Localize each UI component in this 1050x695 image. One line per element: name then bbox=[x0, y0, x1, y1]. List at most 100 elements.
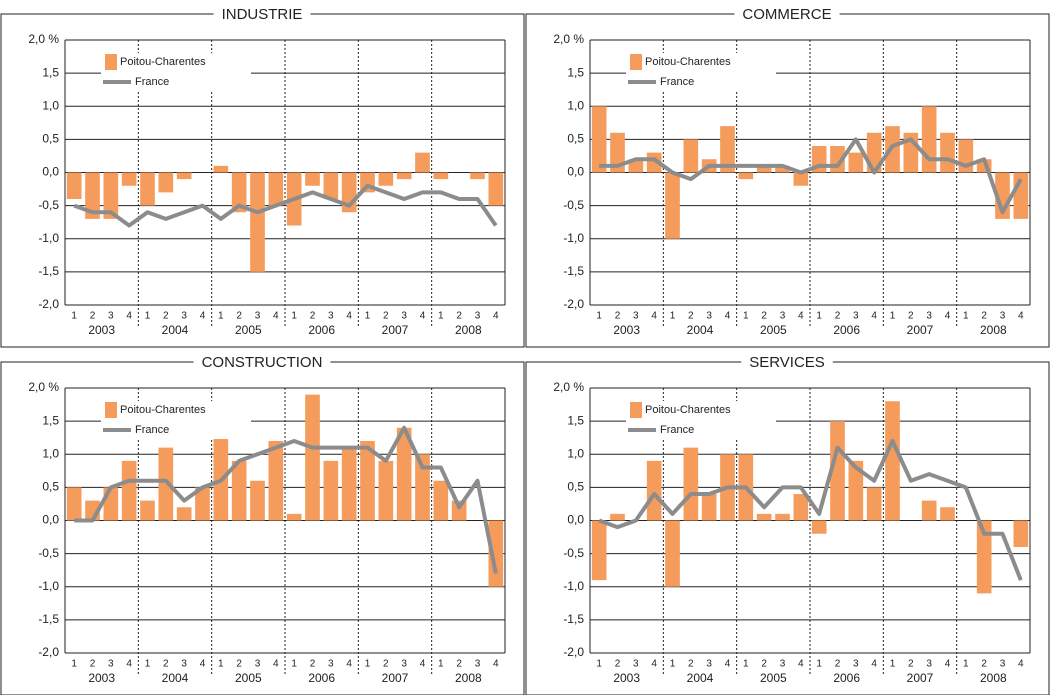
y-tick-label: 1,5 bbox=[42, 413, 59, 427]
x-tick-label: 3 bbox=[475, 311, 481, 322]
y-tick-label: -1,0 bbox=[563, 579, 584, 593]
bar bbox=[470, 172, 485, 180]
y-tick-label: -1,0 bbox=[563, 231, 584, 245]
x-tick-label: 1 bbox=[596, 659, 602, 670]
title-background bbox=[741, 351, 833, 373]
bar bbox=[195, 487, 210, 521]
legend-label: France bbox=[135, 424, 169, 436]
bar bbox=[103, 487, 119, 521]
x-tick-label: 1 bbox=[670, 311, 676, 322]
x-tick-label: 2 bbox=[456, 659, 462, 670]
bar bbox=[140, 172, 155, 206]
x-tick-label: 4 bbox=[725, 659, 731, 670]
bar bbox=[121, 172, 137, 186]
x-tick-label: 4 bbox=[420, 659, 426, 670]
bar bbox=[1013, 520, 1029, 547]
bar bbox=[793, 172, 809, 186]
bar bbox=[488, 520, 504, 587]
x-tick-label: 3 bbox=[926, 659, 932, 670]
legend-background bbox=[101, 53, 251, 91]
bar bbox=[250, 480, 265, 521]
legend-label: Poitou-Charentes bbox=[645, 404, 731, 416]
y-tick-label: 2,0 % bbox=[28, 32, 59, 46]
legend-background bbox=[626, 401, 776, 439]
y-tick-label: -0,5 bbox=[38, 546, 59, 560]
bar bbox=[268, 172, 284, 206]
x-group-label: 2005 bbox=[235, 323, 262, 337]
x-tick-label: 3 bbox=[780, 659, 786, 670]
bar bbox=[231, 172, 247, 213]
x-tick-label: 3 bbox=[255, 659, 261, 670]
line-series bbox=[74, 425, 498, 574]
y-tick-label: 1,0 bbox=[567, 98, 584, 112]
x-tick-label: 2 bbox=[383, 311, 389, 322]
bar bbox=[940, 132, 955, 173]
x-tick-label: 4 bbox=[273, 311, 279, 322]
bar bbox=[433, 480, 449, 521]
y-tick-label: -0,5 bbox=[563, 198, 584, 212]
y-tick-label: 1,0 bbox=[42, 98, 59, 112]
bar bbox=[775, 165, 790, 173]
bar bbox=[176, 507, 192, 521]
bar bbox=[176, 172, 192, 180]
x-tick-label: 2 bbox=[236, 311, 242, 322]
x-group-label: 2003 bbox=[88, 671, 115, 685]
bar bbox=[866, 487, 882, 521]
x-tick-label: 3 bbox=[633, 659, 639, 670]
bar bbox=[811, 520, 827, 534]
x-tick-label: 4 bbox=[420, 311, 426, 322]
y-tick-label: -0,5 bbox=[563, 546, 584, 560]
x-tick-label: 3 bbox=[1000, 311, 1006, 322]
x-tick-label: 1 bbox=[596, 311, 602, 322]
x-tick-label: 1 bbox=[438, 659, 444, 670]
x-group-label: 2003 bbox=[88, 323, 115, 337]
bar bbox=[268, 441, 284, 521]
x-tick-label: 4 bbox=[346, 659, 352, 670]
bar bbox=[848, 152, 864, 173]
legend-label: France bbox=[660, 76, 694, 88]
bar bbox=[976, 520, 992, 594]
y-tick-label: -2,0 bbox=[563, 297, 584, 311]
bar bbox=[591, 106, 607, 173]
y-tick-label: -1,0 bbox=[38, 231, 59, 245]
bar bbox=[378, 460, 394, 521]
y-tick-label: 1,5 bbox=[567, 413, 584, 427]
y-tick-label: 2,0 % bbox=[553, 380, 584, 394]
legend-swatch bbox=[105, 402, 117, 418]
x-tick-label: 2 bbox=[981, 659, 987, 670]
x-group-label: 2005 bbox=[235, 671, 262, 685]
bar bbox=[720, 126, 735, 173]
x-tick-label: 4 bbox=[273, 659, 279, 670]
bar bbox=[378, 172, 394, 186]
legend-label: Poitou-Charentes bbox=[120, 56, 206, 68]
x-tick-label: 2 bbox=[310, 659, 316, 670]
y-tick-label: 0,0 bbox=[567, 513, 584, 527]
y-tick-label: 2,0 % bbox=[28, 380, 59, 394]
y-tick-label: -2,0 bbox=[563, 645, 584, 659]
panel-title: COMMERCE bbox=[742, 6, 831, 23]
x-tick-label: 4 bbox=[725, 311, 731, 322]
y-tick-label: -1,0 bbox=[38, 579, 59, 593]
bar bbox=[683, 139, 699, 173]
x-tick-label: 3 bbox=[926, 311, 932, 322]
x-tick-label: 3 bbox=[108, 311, 114, 322]
x-tick-label: 3 bbox=[706, 659, 712, 670]
x-tick-label: 1 bbox=[816, 659, 822, 670]
x-tick-label: 4 bbox=[126, 311, 132, 322]
x-group-label: 2008 bbox=[980, 671, 1007, 685]
x-group-label: 2006 bbox=[308, 671, 335, 685]
x-group-label: 2004 bbox=[687, 323, 714, 337]
x-group-label: 2006 bbox=[833, 323, 860, 337]
x-tick-label: 4 bbox=[871, 311, 877, 322]
title-background bbox=[213, 3, 311, 25]
bar bbox=[415, 152, 430, 173]
bar bbox=[305, 394, 320, 521]
y-tick-label: -1,5 bbox=[38, 612, 59, 626]
bar bbox=[66, 487, 82, 521]
x-tick-label: 1 bbox=[743, 659, 749, 670]
x-group-label: 2008 bbox=[455, 323, 482, 337]
x-tick-label: 4 bbox=[945, 311, 951, 322]
legend-swatch bbox=[630, 402, 642, 418]
x-tick-label: 4 bbox=[126, 659, 132, 670]
legend-background bbox=[626, 53, 776, 91]
